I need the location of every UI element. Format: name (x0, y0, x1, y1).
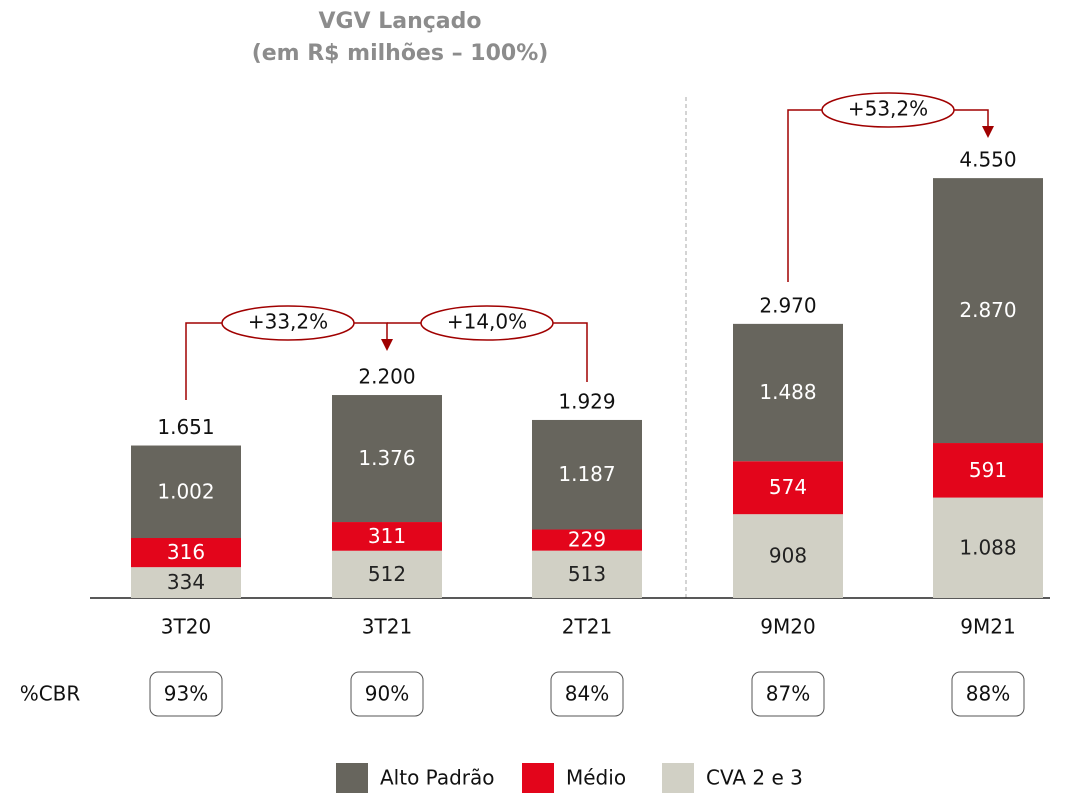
bar-segment (332, 522, 442, 551)
value-label: 311 (368, 524, 406, 548)
growth-label: +14,0% (447, 310, 527, 334)
x-tick-label: 9M21 (960, 615, 1015, 639)
bar-segment (733, 514, 843, 598)
legend-swatch (336, 763, 368, 793)
bar-segment (332, 395, 442, 523)
growth-arrows (185, 109, 994, 400)
cbr-box (550, 671, 624, 717)
value-label: 1.187 (558, 462, 615, 486)
value-label: 908 (769, 544, 807, 568)
value-label: 574 (769, 475, 807, 499)
bar-segment (131, 567, 241, 598)
cbr-value: 88% (966, 682, 1010, 706)
x-tick-label: 3T21 (362, 615, 412, 639)
total-label: 2.200 (358, 364, 415, 388)
bar-segment (532, 529, 642, 551)
cbr-box (951, 671, 1025, 717)
bar-segment (933, 497, 1043, 598)
bar-segment (933, 443, 1043, 498)
growth-label: +33,2% (248, 310, 328, 334)
bar-segment (532, 419, 642, 530)
value-label: 513 (568, 562, 606, 586)
total-label: 4.550 (959, 148, 1016, 172)
total-label: 1.651 (157, 415, 214, 439)
value-label: 1.376 (358, 446, 415, 470)
value-label: 591 (969, 458, 1007, 482)
value-label: 2.870 (959, 298, 1016, 322)
value-label: 1.488 (759, 380, 816, 404)
value-label: 229 (568, 528, 606, 552)
x-tick-label: 3T20 (161, 615, 211, 639)
bar-segment (532, 550, 642, 598)
bar-segment (733, 461, 843, 515)
total-label: 2.970 (759, 293, 816, 317)
cbr-value: 87% (766, 682, 810, 706)
cbr-box (350, 671, 424, 717)
bar-segment (933, 178, 1043, 444)
bar-segment (733, 323, 843, 462)
legend-label: Médio (566, 766, 626, 790)
cbr-label: %CBR (20, 682, 81, 706)
total-label: 1.929 (558, 389, 615, 413)
chart-title: VGV Lançado (318, 9, 481, 34)
cbr-value: 90% (365, 682, 409, 706)
growth-label: +53,2% (848, 97, 928, 121)
value-label: 334 (167, 570, 205, 594)
cbr-value: 84% (565, 682, 609, 706)
x-tick-label: 2T21 (562, 615, 612, 639)
cbr-box (751, 671, 825, 717)
growth-ellipses (221, 92, 955, 341)
cbr-box (149, 671, 223, 717)
value-label: 1.088 (959, 535, 1016, 559)
chart-subtitle: (em R$ milhões – 100%) (252, 41, 549, 66)
legend-swatch (522, 763, 554, 793)
cbr-value: 93% (164, 682, 208, 706)
legend-swatch (662, 763, 694, 793)
value-label: 316 (167, 540, 205, 564)
value-label: 512 (368, 562, 406, 586)
bar-segment (131, 445, 241, 539)
bar-segment (131, 538, 241, 568)
value-label: 1.002 (157, 479, 214, 503)
x-tick-label: 9M20 (760, 615, 815, 639)
legend-label: Alto Padrão (380, 766, 495, 790)
legend-label: CVA 2 e 3 (706, 766, 803, 790)
bar-segment (332, 550, 442, 598)
